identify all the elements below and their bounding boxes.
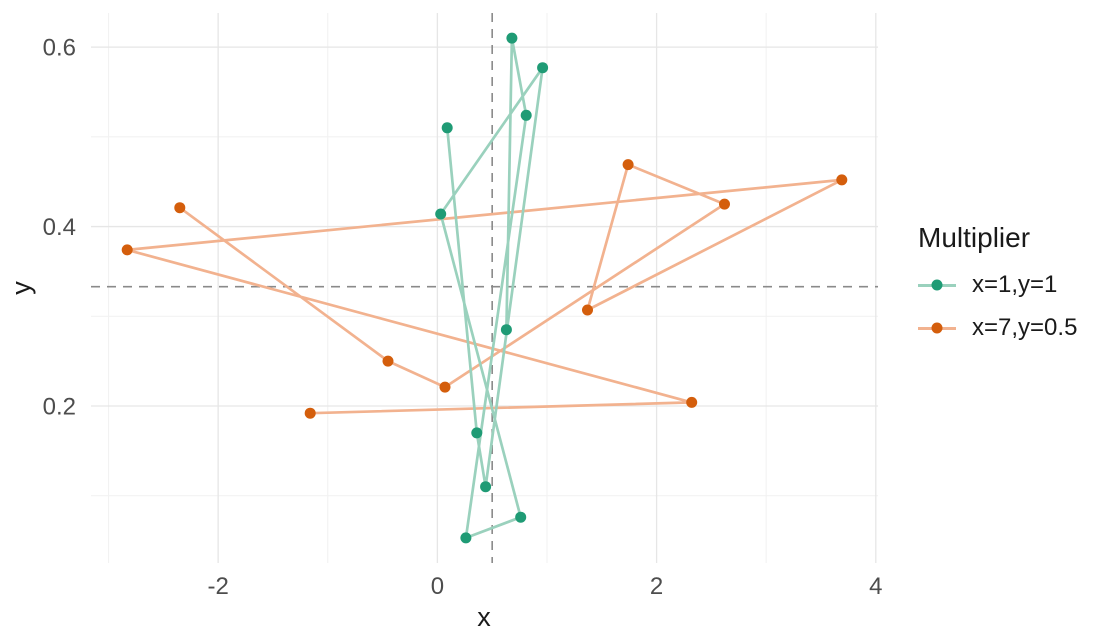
data-point-x=7,y=0.5 [622, 159, 634, 171]
data-point-x=1,y=1 [506, 32, 518, 44]
legend-item: x=1,y=1 [918, 270, 1077, 300]
data-point-x=7,y=0.5 [582, 304, 593, 316]
series-points [121, 32, 848, 544]
legend-label: x=7,y=0.5 [972, 314, 1078, 341]
data-point-x=1,y=1 [441, 122, 453, 134]
y-tick-label: 0.2 [43, 393, 76, 420]
data-point-x=7,y=0.5 [174, 202, 186, 214]
data-point-x=1,y=1 [515, 511, 527, 523]
data-point-x=1,y=1 [471, 427, 483, 439]
legend-key-dot-icon [931, 322, 943, 334]
x-tick-label: 2 [650, 573, 663, 600]
data-point-x=7,y=0.5 [686, 396, 698, 408]
axis-tick-labels: -2 0 2 4 0.2 0.4 0.6 [43, 35, 883, 600]
x-axis-title: x [477, 602, 491, 632]
data-point-x=7,y=0.5 [382, 355, 394, 367]
data-point-x=1,y=1 [500, 324, 512, 336]
y-axis-title: y [6, 281, 36, 295]
data-point-x=1,y=1 [537, 62, 549, 74]
series-paths [125, 36, 844, 540]
y-tick-label: 0.4 [43, 214, 76, 241]
data-point-x=7,y=0.5 [836, 174, 848, 186]
series-path-x=7,y=0.5 [125, 163, 844, 415]
legend-key [918, 320, 956, 336]
gridlines-major [91, 13, 878, 563]
data-point-x=1,y=1 [520, 109, 532, 121]
data-point-x=7,y=0.5 [121, 244, 133, 256]
legend-item: x=7,y=0.5 [918, 313, 1077, 343]
legend-title: Multiplier [918, 222, 1031, 253]
data-point-x=1,y=1 [460, 532, 472, 544]
reference-lines [91, 13, 878, 563]
series-path-x=1,y=1 [439, 36, 544, 540]
gridlines-minor [91, 13, 878, 563]
legend-key-dot-icon [931, 279, 943, 291]
data-point-x=7,y=0.5 [304, 407, 316, 419]
legend-label: x=1,y=1 [972, 271, 1058, 298]
data-point-x=1,y=1 [435, 208, 447, 220]
data-point-x=1,y=1 [480, 481, 492, 493]
y-tick-label: 0.6 [43, 35, 76, 62]
data-point-x=7,y=0.5 [439, 381, 451, 393]
x-tick-label: 4 [869, 573, 882, 600]
legend: Multiplier x=1,y=1 x=7,y=0.5 [918, 222, 1077, 356]
data-point-x=7,y=0.5 [719, 198, 730, 210]
legend-key [918, 277, 956, 293]
x-tick-label: -2 [207, 573, 228, 600]
x-tick-label: 0 [431, 573, 444, 600]
